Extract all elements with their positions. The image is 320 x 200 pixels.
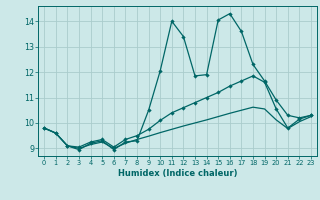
X-axis label: Humidex (Indice chaleur): Humidex (Indice chaleur): [118, 169, 237, 178]
